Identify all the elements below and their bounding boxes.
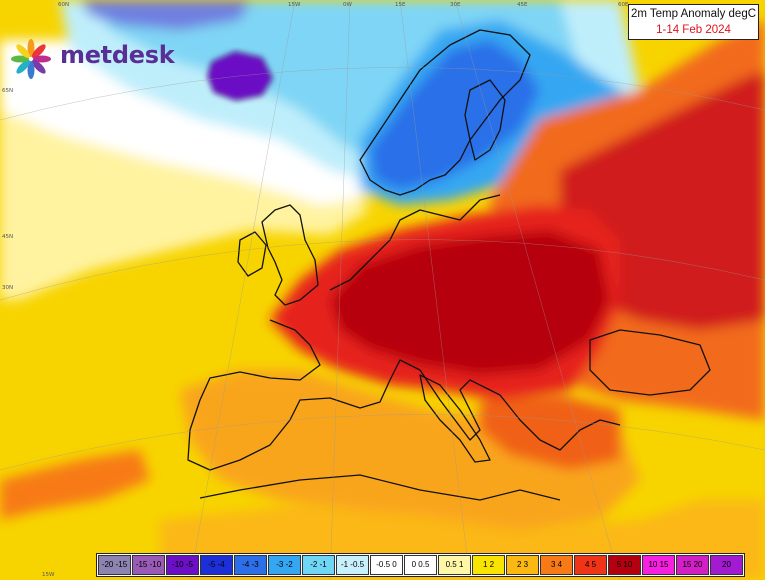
logo-petal [27,61,35,79]
coord-label-top: 0W [343,2,352,8]
map-title-box: 2m Temp Anomaly degC 1-14 Feb 2024 [628,4,759,40]
coord-label-top: 45E [517,2,528,8]
anomaly-region-very-hot-central-europe [330,230,610,375]
coord-label-top: 15W [288,2,301,8]
coord-label-top: 60E [618,2,629,8]
legend-bin: -10 -5 [166,555,199,575]
coord-label-top: 15E [395,2,406,8]
legend-bin: -4 -3 [234,555,267,575]
coord-label-left: 45N [2,234,14,240]
coastline-ireland [237,231,267,277]
legend-bin: 1 2 [472,555,505,575]
map-title: 2m Temp Anomaly degC [630,8,757,20]
legend-bin: 20 [710,555,743,575]
coord-label-top: 30E [450,2,461,8]
logo-petal [27,39,35,57]
graticule-line [0,414,765,471]
anomaly-region-cold-greenland [80,0,250,30]
legend-bin: -20 -15 [98,555,131,575]
legend-bin: 5 10 [608,555,641,575]
legend-bin: 0.5 1 [438,555,471,575]
map-date-range: 1-14 Feb 2024 [656,24,731,36]
coastline-finland [464,79,506,161]
logo-petal [31,44,46,59]
anomaly-region-warm-north-africa [0,450,150,520]
graticule-line [189,0,296,580]
legend-bin: -1 -0.5 [336,555,369,575]
logo-petal [33,55,51,63]
anomaly-region-neutral-north [0,40,380,205]
logo-wordmark: metdesk [60,41,175,69]
legend-bin: -3 -2 [268,555,301,575]
legend-bin: 4 5 [574,555,607,575]
coastline-north-africa [199,474,561,501]
coastline-mainland-europe [187,319,621,471]
coastline-scandinavia [359,29,531,196]
graticule-line [0,239,765,301]
legend-bin: 15 20 [676,555,709,575]
anomaly-region-very-cold-scandinavia [370,40,540,190]
graticule-line [0,67,765,121]
legend-bin: 10 15 [642,555,675,575]
coord-label-bottom: 15W [42,572,55,578]
coastline-north-sea [329,194,501,291]
legend-bin: -15 -10 [132,555,165,575]
legend-bin: -2 -1 [302,555,335,575]
coord-label-left: 30N [2,285,14,291]
legend-bin: 3 4 [540,555,573,575]
metdesk-flower-icon [11,39,51,79]
coastline-black-sea [589,329,711,396]
logo-petal [31,59,46,74]
graticule-line [399,0,471,580]
coastline-italy [419,374,491,463]
logo-petal [11,55,29,63]
color-legend: -20 -15 -15 -10 -10 -5 -5 -4 -4 -3 -3 -2 -2 -1… [96,553,745,577]
coastline-great-britain [261,204,319,306]
logo-petal [16,44,31,59]
coastlines [187,29,711,501]
graticule-line [454,0,621,580]
logo-petal [16,59,31,74]
coord-label-top: 60N [58,2,70,8]
coord-label-left: 65N [2,88,14,94]
legend-bin: 0 0.5 [404,555,437,575]
legend-bin: -0.5 0 [370,555,403,575]
legend-bin: 2 3 [506,555,539,575]
graticule-line [329,0,351,580]
legend-bin: -5 -4 [200,555,233,575]
